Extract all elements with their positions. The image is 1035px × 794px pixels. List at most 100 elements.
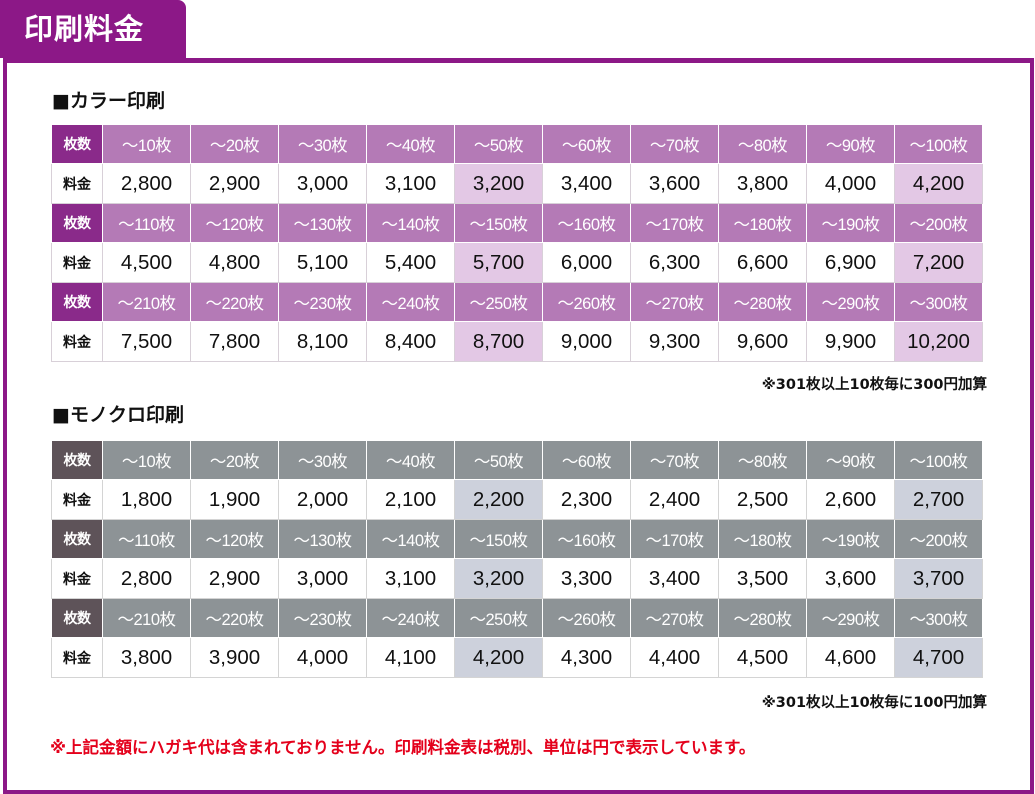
quantity-cell: ～240枚: [366, 282, 455, 322]
quantity-cell: ～220枚: [190, 598, 279, 638]
quantity-cell: ～220枚: [190, 282, 279, 322]
price-cell: 3,400: [630, 558, 719, 599]
price-row: 料金 7,500 7,800 8,100 8,400 8,700 9,000 9,300 9,6…: [51, 321, 983, 362]
quantity-cell: ～260枚: [542, 282, 631, 322]
price-cell: 2,400: [630, 479, 719, 520]
mono-section-heading: ■モノクロ印刷: [52, 404, 184, 426]
quantity-cell: ～30枚: [278, 124, 367, 164]
mono-surcharge-note: ※301枚以上10枚毎に100円加算: [761, 695, 987, 711]
price-cell: 3,400: [542, 163, 631, 204]
price-cell: 4,200: [454, 637, 543, 678]
quantity-cell: ～280枚: [718, 282, 807, 322]
color-price-table: 枚数 ～10枚 ～20枚 ～30枚 ～40枚 ～50枚 ～60枚 ～70枚 ～80枚 ～90枚 ～1…: [51, 124, 983, 362]
price-cell: 4,600: [806, 637, 895, 678]
quantity-cell: ～80枚: [718, 124, 807, 164]
price-cell: 5,400: [366, 242, 455, 283]
quantity-cell: ～190枚: [806, 519, 895, 559]
price-cell: 8,400: [366, 321, 455, 362]
quantity-row: 枚数 ～110枚 ～120枚 ～130枚 ～140枚 ～150枚 ～160枚 ～170枚 ～18…: [51, 519, 983, 559]
price-label: 料金: [51, 163, 103, 204]
quantity-cell: ～10枚: [102, 124, 191, 164]
quantity-cell: ～120枚: [190, 203, 279, 243]
quantity-label: 枚数: [51, 124, 103, 164]
price-cell: 4,000: [278, 637, 367, 678]
price-cell: 4,500: [102, 242, 191, 283]
quantity-label: 枚数: [51, 598, 103, 638]
price-cell: 4,000: [806, 163, 895, 204]
price-cell: 3,100: [366, 558, 455, 599]
quantity-cell: ～30枚: [278, 440, 367, 480]
price-cell: 1,900: [190, 479, 279, 520]
quantity-cell: ～60枚: [542, 440, 631, 480]
price-row: 料金 2,800 2,900 3,000 3,100 3,200 3,400 3,600 3,8…: [51, 163, 983, 204]
quantity-cell: ～150枚: [454, 519, 543, 559]
price-cell: 4,300: [542, 637, 631, 678]
quantity-cell: ～250枚: [454, 598, 543, 638]
quantity-label: 枚数: [51, 282, 103, 322]
quantity-row: 枚数 ～210枚 ～220枚 ～230枚 ～240枚 ～250枚 ～260枚 ～270枚 ～28…: [51, 598, 983, 638]
quantity-cell: ～150枚: [454, 203, 543, 243]
price-cell: 2,200: [454, 479, 543, 520]
price-cell: 4,500: [718, 637, 807, 678]
quantity-cell: ～250枚: [454, 282, 543, 322]
quantity-cell: ～130枚: [278, 203, 367, 243]
quantity-cell: ～140枚: [366, 519, 455, 559]
quantity-cell: ～170枚: [630, 203, 719, 243]
price-cell: 5,700: [454, 242, 543, 283]
quantity-cell: ～90枚: [806, 440, 895, 480]
price-label: 料金: [51, 637, 103, 678]
price-cell: 9,000: [542, 321, 631, 362]
quantity-cell: ～130枚: [278, 519, 367, 559]
quantity-label: 枚数: [51, 519, 103, 559]
price-cell: 2,100: [366, 479, 455, 520]
price-cell: 7,500: [102, 321, 191, 362]
quantity-row: 枚数 ～10枚 ～20枚 ～30枚 ～40枚 ～50枚 ～60枚 ～70枚 ～80枚 ～90枚 ～1…: [51, 124, 983, 164]
price-row: 料金 3,800 3,900 4,000 4,100 4,200 4,300 4,400 4,5…: [51, 637, 983, 678]
quantity-cell: ～180枚: [718, 519, 807, 559]
price-row: 料金 1,800 1,900 2,000 2,100 2,200 2,300 2,400 2,5…: [51, 479, 983, 520]
quantity-cell: ～260枚: [542, 598, 631, 638]
quantity-cell: ～110枚: [102, 203, 191, 243]
price-cell: 3,800: [718, 163, 807, 204]
price-cell: 1,800: [102, 479, 191, 520]
price-label: 料金: [51, 321, 103, 362]
price-label: 料金: [51, 558, 103, 599]
page-title: 印刷料金: [0, 0, 186, 58]
quantity-cell: ～180枚: [718, 203, 807, 243]
color-surcharge-note: ※301枚以上10枚毎に300円加算: [761, 377, 987, 393]
price-cell: 2,800: [102, 163, 191, 204]
price-cell: 3,600: [806, 558, 895, 599]
quantity-cell: ～50枚: [454, 440, 543, 480]
quantity-cell: ～200枚: [894, 203, 983, 243]
price-cell: 2,300: [542, 479, 631, 520]
quantity-cell: ～70枚: [630, 124, 719, 164]
quantity-cell: ～290枚: [806, 598, 895, 638]
price-cell: 7,200: [894, 242, 983, 283]
quantity-cell: ～40枚: [366, 124, 455, 164]
price-cell: 3,500: [718, 558, 807, 599]
quantity-cell: ～300枚: [894, 598, 983, 638]
price-cell: 4,400: [630, 637, 719, 678]
price-cell: 9,600: [718, 321, 807, 362]
price-cell: 3,900: [190, 637, 279, 678]
quantity-cell: ～10枚: [102, 440, 191, 480]
quantity-cell: ～80枚: [718, 440, 807, 480]
quantity-cell: ～110枚: [102, 519, 191, 559]
quantity-cell: ～240枚: [366, 598, 455, 638]
price-cell: 3,800: [102, 637, 191, 678]
quantity-cell: ～90枚: [806, 124, 895, 164]
price-row: 料金 4,500 4,800 5,100 5,400 5,700 6,000 6,300 6,6…: [51, 242, 983, 283]
price-cell: 3,300: [542, 558, 631, 599]
price-cell: 3,200: [454, 163, 543, 204]
price-cell: 10,200: [894, 321, 983, 362]
price-cell: 3,700: [894, 558, 983, 599]
price-cell: 3,100: [366, 163, 455, 204]
price-cell: 7,800: [190, 321, 279, 362]
price-cell: 3,600: [630, 163, 719, 204]
quantity-cell: ～140枚: [366, 203, 455, 243]
price-cell: 2,500: [718, 479, 807, 520]
price-cell: 2,700: [894, 479, 983, 520]
content-frame: [3, 58, 1034, 794]
price-cell: 2,900: [190, 558, 279, 599]
tax-disclaimer: ※上記金額にハガキ代は含まれておりません。印刷料金表は税別、単位は円で表示してい…: [50, 738, 756, 757]
